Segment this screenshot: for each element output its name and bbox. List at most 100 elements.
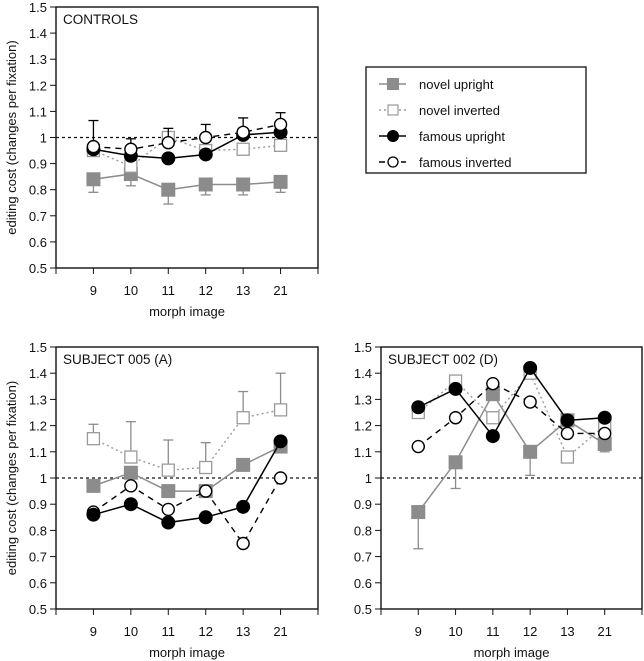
data-point [273,471,288,485]
data-point [199,484,213,498]
x-tick-label: 21 [597,624,611,639]
y-tick-label: 1.3 [354,392,372,407]
data-point [236,457,251,472]
x-tick-label: 11 [162,624,176,639]
y-tick-label: 1.5 [29,340,47,355]
panel-controls: 0.5 0.6 0.7 0.8 0.9 1 1.1 1.2 1.3 1.4 1.5 9 10 11 12 13… [4,0,319,319]
data-point [199,130,213,145]
data-point [161,136,175,150]
y-tick-label: 1.2 [29,78,47,93]
data-point [273,403,288,417]
y-tick-label: 0.5 [29,261,47,276]
data-point [124,142,138,156]
x-tick-label: 21 [273,283,287,298]
series-line [93,136,281,168]
x-tick-label: 13 [560,624,574,639]
series-line [93,409,281,471]
data-point [411,439,425,454]
data-point [123,465,138,480]
data-point [86,139,101,154]
y-tick-label: 0.5 [354,602,372,617]
data-point [560,426,575,441]
y-tick-label: 1.2 [29,419,47,434]
legend-label: novel inverted [419,103,500,118]
data-point [236,125,250,139]
data-point [161,463,175,477]
legend-marker [387,130,399,142]
panel-subject-002: 0.5 0.6 0.7 0.8 0.9 1 1.1 1.2 1.3 1.4 1.5 9 10 11 12 13… [354,340,643,660]
data-point [273,434,288,449]
plot-frame [380,346,643,610]
y-tick-label: 1 [40,471,47,486]
legend-entry-famous-upright: famous upright [379,129,505,144]
legend: novel upright novel inverted famous uprigh… [365,66,587,174]
x-tick-label: 9 [415,624,422,639]
y-tick-label: 0.7 [29,209,47,224]
y-tick-label: 1.3 [29,52,47,67]
data-point [198,510,213,525]
x-tick-label: 12 [523,624,537,639]
legend-label: novel upright [419,77,494,92]
data-point [448,455,463,470]
data-point [86,172,101,187]
x-axis-label: morph image [149,304,225,319]
data-point [198,147,213,162]
data-point [411,505,426,520]
legend-marker [387,78,399,90]
data-point [560,413,575,428]
y-tick-label: 1.1 [29,445,47,460]
panel-title: SUBJECT 005 (A) [63,352,172,367]
y-tick-label: 0.9 [29,497,47,512]
y-tick-label: 1.1 [29,104,47,119]
series-line [417,371,606,459]
data-point [273,174,288,189]
x-axis-label: morph image [474,645,550,660]
data-point [124,479,138,493]
series-line [93,440,282,524]
x-axis-label: morph image [149,645,225,660]
y-tick-label: 1.1 [354,445,372,460]
y-axis-label: editing cost (changes per fixation) [4,381,19,575]
series-line [93,173,281,191]
data-point [86,478,101,493]
series-novel-inverted [411,366,612,464]
legend-label: famous inverted [419,155,512,170]
data-point [273,117,288,132]
x-tick-label: 21 [273,624,287,639]
data-point [560,450,575,464]
data-point [597,436,612,451]
y-tick-label: 1.3 [29,392,47,407]
series-novel-upright [86,167,288,205]
x-tick-label: 13 [236,624,250,639]
data-point [485,429,500,444]
series-novel-inverted [86,372,288,477]
data-point [199,460,213,475]
series-famous-inverted [86,112,288,156]
x-tick-label: 11 [162,283,176,298]
series-line [417,392,606,513]
data-point [523,360,538,375]
legend-marker [387,156,399,168]
y-tick-label: 0.6 [29,235,47,250]
panel-title: CONTROLS [63,12,138,27]
y-tick-label: 0.8 [354,523,372,538]
data-point [486,411,500,425]
y-tick-label: 1.4 [354,366,372,381]
data-point [236,142,250,156]
y-tick-label: 0.8 [29,523,47,538]
data-point [161,484,176,499]
data-point [236,177,251,192]
data-point [161,502,175,517]
legend-entry-novel-upright: novel upright [379,77,494,92]
series-line [93,477,282,545]
data-point [273,138,288,152]
y-tick-label: 1 [365,471,372,486]
y-tick-label: 0.6 [354,576,372,591]
x-tick-label: 10 [124,283,138,298]
y-tick-label: 1 [40,131,47,146]
x-tick-label: 9 [90,283,97,298]
legend-entry-novel-inverted: novel inverted [379,103,500,118]
legend-marker [387,104,399,116]
y-tick-label: 0.7 [354,550,372,565]
